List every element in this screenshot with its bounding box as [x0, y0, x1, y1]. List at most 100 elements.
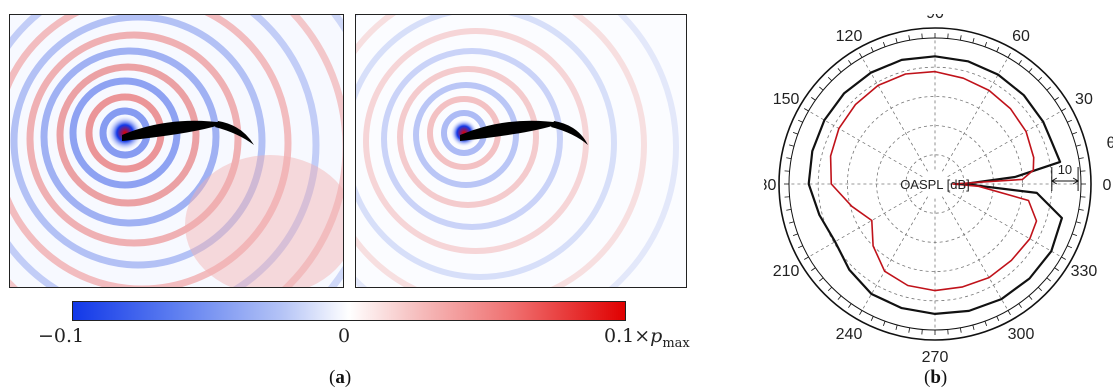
- polar-tick-65: [996, 46, 1000, 52]
- polar-tick-155: [797, 119, 803, 123]
- acoustic-source: [107, 115, 143, 151]
- angle-tick-label-90: 90: [926, 14, 944, 22]
- polar-tick-190: [786, 208, 792, 211]
- polar-tick-105: [895, 38, 898, 44]
- pressure-field-right: [355, 14, 687, 288]
- polar-tick-330: [1061, 256, 1066, 260]
- pressure-field-left: [9, 14, 344, 288]
- polar-tick-165: [789, 144, 795, 147]
- polar-tick-210: [804, 256, 809, 260]
- angle-tick-label-300: 300: [1008, 326, 1035, 343]
- polar-tick-145: [811, 97, 816, 101]
- polar-tick-200: [792, 233, 798, 237]
- polar-tick-305: [1018, 303, 1022, 308]
- polar-tick-150: [804, 108, 809, 112]
- angle-tick-label-270: 270: [922, 349, 949, 366]
- polar-tick-135: [827, 76, 833, 82]
- polar-series: [807, 55, 1063, 315]
- polar-tick-280: [959, 327, 962, 333]
- scale-bar-label: 10: [1058, 162, 1072, 177]
- colorbar: [72, 301, 626, 321]
- polar-tick-250: [882, 321, 886, 327]
- polar-spoke-330: [947, 190, 1062, 258]
- polar-tick-335: [1067, 245, 1073, 249]
- polar-tick-295: [996, 316, 1000, 322]
- polar-tick-320: [1046, 277, 1051, 282]
- polar-tick-255: [895, 324, 898, 330]
- polar-series-line-2: [829, 70, 1038, 292]
- polar-tick-50: [1028, 68, 1033, 73]
- angle-tick-label-330: 330: [1071, 263, 1098, 280]
- polar-tick-75: [972, 38, 975, 44]
- polar-tick-55: [1018, 60, 1022, 65]
- polar-tick-325: [1054, 267, 1059, 271]
- polar-tick-300: [1007, 310, 1011, 315]
- polar-tick-215: [811, 267, 816, 271]
- polar-tick-20: [1072, 131, 1078, 135]
- polar-tick-195: [789, 221, 795, 224]
- polar-tick-130: [837, 68, 842, 73]
- wave-rings: [10, 15, 343, 287]
- polar-outer-ring: [778, 27, 1092, 341]
- polar-spoke-150: [808, 110, 923, 178]
- wake-region: [185, 155, 343, 287]
- polar-directivity-plot: 0 30 60 90 120 150 180 210 240 270 300 330 θ OASPL [d…: [750, 5, 1113, 374]
- acoustic-source: [450, 119, 478, 147]
- airfoil-flap: [551, 121, 588, 145]
- polar-tick-285: [972, 324, 975, 330]
- caption-a: (a): [329, 367, 352, 388]
- polar-tick-10: [1078, 157, 1084, 160]
- polar-tick-245: [870, 316, 874, 322]
- polar-tick-345: [1075, 221, 1081, 224]
- angle-tick-label-60: 60: [1012, 28, 1030, 45]
- colorbar-max-label: 0.1×pmax: [604, 325, 690, 351]
- polar-tick-310: [1028, 295, 1033, 300]
- polar-tick-25: [1067, 119, 1073, 123]
- polar-tick-35: [1054, 97, 1059, 101]
- polar-tick-205: [797, 245, 803, 249]
- polar-labels: 0 30 60 90 120 150 180 210 240 270 300 330 θ OASPL [d…: [750, 5, 1113, 366]
- polar-tick-125: [848, 60, 852, 65]
- polar-tick-315: [1037, 286, 1043, 292]
- polar-tick-240: [859, 310, 863, 315]
- polar-spoke-60: [941, 57, 1009, 172]
- polar-tick-235: [848, 303, 852, 308]
- polar-tick-120: [859, 53, 863, 58]
- airfoil-flap: [215, 121, 254, 145]
- polar-tick-70: [984, 41, 988, 47]
- polar-tick-230: [837, 295, 842, 300]
- polar-tick-140: [819, 86, 824, 91]
- angle-tick-label-120: 120: [836, 28, 863, 45]
- polar-spoke-210: [808, 190, 923, 258]
- polar-tick-15: [1075, 144, 1081, 147]
- theta-axis-label: θ: [1107, 135, 1113, 152]
- polar-tick-115: [870, 46, 874, 52]
- angle-tick-label-30: 30: [1075, 91, 1093, 108]
- polar-tick-60: [1007, 53, 1011, 58]
- angle-tick-label-210: 210: [773, 263, 800, 280]
- polar-tick-225: [827, 286, 833, 292]
- angle-tick-label-240: 240: [836, 326, 863, 343]
- r-axis-label: OASPL [dB]: [900, 177, 970, 192]
- angle-tick-label-180: 180: [764, 177, 776, 194]
- polar-tick-30: [1061, 108, 1066, 112]
- angle-tick-label-0: 0: [1103, 177, 1112, 194]
- polar-series-line-1: [807, 55, 1063, 315]
- polar-tick-45: [1037, 76, 1043, 82]
- polar-tick-290: [984, 321, 988, 327]
- colorbar-mid-label: 0: [338, 325, 351, 347]
- polar-tick-80: [959, 35, 962, 41]
- angle-tick-label-150: 150: [773, 91, 800, 108]
- airfoil-main: [122, 120, 225, 141]
- polar-tick-340: [1072, 233, 1078, 237]
- polar-tick-100: [908, 35, 911, 41]
- polar-spoke-120: [861, 57, 929, 172]
- colorbar-min-label: −0.1: [38, 325, 85, 347]
- polar-tick-110: [882, 41, 886, 47]
- airfoil-main: [460, 120, 561, 141]
- polar-tick-40: [1046, 86, 1051, 91]
- polar-tick-220: [819, 277, 824, 282]
- polar-spoke-240: [861, 196, 929, 311]
- polar-tick-170: [786, 157, 792, 160]
- polar-spoke-300: [941, 196, 1009, 311]
